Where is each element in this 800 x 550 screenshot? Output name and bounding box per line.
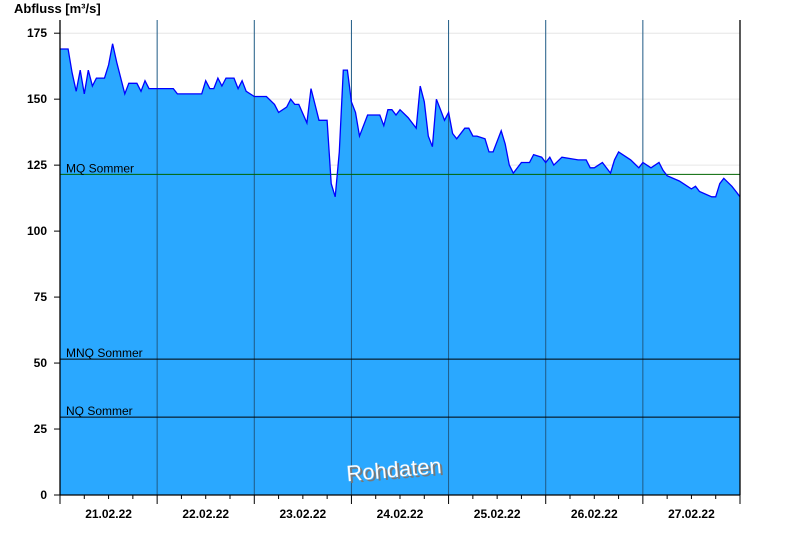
x-tick-label: 27.02.22 [668,507,715,521]
y-tick-label: 50 [34,356,48,370]
y-tick-label: 125 [27,158,47,172]
y-tick-label: 100 [27,224,47,238]
y-axis-title: Abfluss [m³/s] [14,1,101,16]
reference-line-label: MQ Sommer [66,161,134,175]
y-tick-label: 150 [27,92,47,106]
x-tick-label: 24.02.22 [377,507,424,521]
x-tick-label: 21.02.22 [85,507,132,521]
discharge-area [60,43,740,496]
discharge-line [60,43,741,198]
y-tick-label: 75 [34,290,48,304]
x-tick-label: 23.02.22 [279,507,326,521]
x-tick-label: 25.02.22 [474,507,521,521]
reference-line-label: NQ Sommer [66,404,133,418]
x-tick-label: 22.02.22 [182,507,229,521]
y-tick-label: 0 [40,488,47,502]
y-tick-label: 175 [27,26,47,40]
reference-line-label: MNQ Sommer [66,346,143,360]
x-tick-label: 26.02.22 [571,507,618,521]
y-tick-label: 25 [34,422,48,436]
